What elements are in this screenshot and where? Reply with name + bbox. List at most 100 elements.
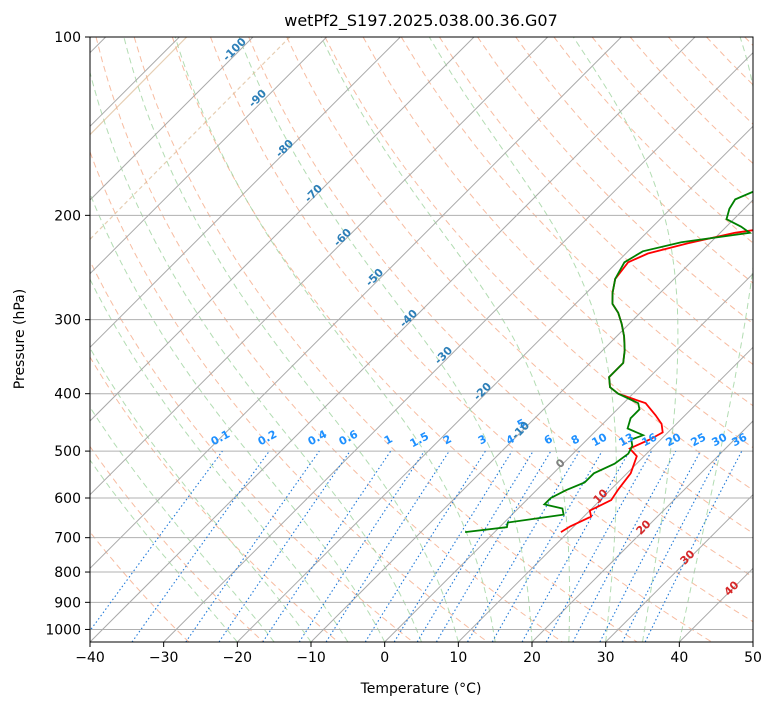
y-tick-label: 100 <box>54 30 81 46</box>
x-tick-label: 30 <box>597 650 615 666</box>
mixing-ratio-line <box>644 450 743 642</box>
moist-adiabat <box>238 37 533 642</box>
x-tick-label: −20 <box>223 650 253 666</box>
isotherm-line <box>90 37 622 570</box>
mixing-ratio-line <box>185 450 320 642</box>
dry-adiabat <box>90 356 339 642</box>
isotherm-label: -40 <box>397 307 420 330</box>
mixing-ratio-label: 30 <box>710 430 730 449</box>
mixing-ratio-label: 20 <box>664 430 684 449</box>
x-tick-label: 0 <box>380 650 389 666</box>
mixing-ratio-line <box>218 450 351 642</box>
y-tick-label: 300 <box>54 313 81 329</box>
x-tick-label: −40 <box>75 650 105 666</box>
isotherm-label: 10 <box>591 486 611 506</box>
dry-adiabat <box>90 445 264 642</box>
isotherm-line <box>457 346 753 642</box>
isotherm-label: 0 <box>553 456 568 471</box>
x-tick-label: 40 <box>670 650 688 666</box>
isotherm-label: -20 <box>471 380 494 403</box>
mixing-ratio-line <box>262 450 392 642</box>
mixing-ratio-line <box>131 450 270 642</box>
moist-adiabat <box>428 37 617 642</box>
isotherm-label: 20 <box>634 517 654 537</box>
x-tick-label: −10 <box>296 650 326 666</box>
mixing-ratio-line <box>325 450 450 642</box>
mixing-ratio-line <box>298 450 425 642</box>
mixing-ratio-label: 25 <box>689 431 709 450</box>
pressure-grid <box>90 37 753 630</box>
isotherm-label: 40 <box>722 578 742 598</box>
moist-adiabat <box>678 37 753 642</box>
moist-adiabat <box>174 37 496 642</box>
y-tick-label: 700 <box>54 531 81 547</box>
dry-adiabat <box>744 37 753 47</box>
dry-adiabat <box>324 37 753 491</box>
isotherm-line <box>90 37 475 422</box>
moist-adiabat <box>90 192 386 642</box>
mixing-ratio-line <box>364 450 486 642</box>
moist-adiabat <box>320 37 571 642</box>
isotherm-line <box>163 51 753 642</box>
isotherm-line <box>384 272 753 642</box>
moist-adiabat <box>572 37 679 642</box>
isotherm-label: -90 <box>246 87 269 110</box>
dewpoint-line <box>464 190 753 533</box>
isotherm-line <box>310 199 753 642</box>
x-axis-label: Temperature (°C) <box>360 681 482 697</box>
isotherm-line <box>90 37 328 275</box>
isotherm-label: -100 <box>220 35 249 64</box>
isotherm-line <box>90 37 549 496</box>
isotherm-label: -70 <box>302 182 325 205</box>
moist-adiabat <box>123 37 459 642</box>
moist-adiabat <box>90 347 312 642</box>
mixing-ratio-line <box>521 450 630 642</box>
x-tick-label: 10 <box>449 650 467 666</box>
sounding-series <box>464 190 753 533</box>
dry-adiabat <box>171 37 712 642</box>
chart-title: wetPf2_S197.2025.038.00.36.G07 <box>284 11 558 31</box>
mixing-ratio-line <box>599 450 701 642</box>
y-tick-label: 900 <box>54 595 81 611</box>
x-tick-label: 20 <box>523 650 541 666</box>
isotherm-line <box>531 420 753 642</box>
dry-adiabat <box>438 37 753 366</box>
mixing-ratio-line <box>90 450 223 632</box>
y-tick-label: 400 <box>54 387 81 403</box>
dry-adiabat <box>133 37 638 642</box>
isotherm-line <box>90 37 696 642</box>
dry-adiabat <box>90 259 414 642</box>
mixing-ratio-line <box>572 450 677 642</box>
mixing-ratio-label: 0.4 <box>306 427 330 448</box>
y-tick-label: 800 <box>54 565 81 581</box>
moist-adiabat <box>90 406 275 642</box>
background-guide-lines <box>90 37 753 642</box>
skewed-isotherms <box>90 37 753 642</box>
mixing-ratio-label: 16 <box>640 430 660 449</box>
mixing-ratio-label: 8 <box>569 432 582 447</box>
mixing-ratio-label: 0.6 <box>337 427 361 448</box>
mixing-ratio-label: 13 <box>617 431 637 450</box>
plot-frame <box>89 36 754 643</box>
mixing-ratio-label: 2 <box>441 432 454 447</box>
isotherm-line <box>236 125 753 642</box>
dry-adiabat <box>248 37 753 578</box>
mixing-ratio-label: 10 <box>590 430 610 449</box>
isotherm-label: -60 <box>331 226 354 249</box>
moist-adiabat <box>90 278 349 642</box>
mixing-ratio-line <box>545 450 653 642</box>
mixing-ratio-line <box>416 450 534 642</box>
x-tick-label: 50 <box>744 650 762 666</box>
x-tick-label: −30 <box>149 650 179 666</box>
curved-guide <box>90 37 188 136</box>
isotherm-label: -80 <box>273 137 296 160</box>
mixing-ratio-label: 3 <box>476 432 489 447</box>
isotherm-label: -30 <box>432 344 455 367</box>
mixing-ratio-label: 0.1 <box>209 428 232 449</box>
isotherm-line <box>678 567 753 642</box>
isotherm-line <box>90 37 401 349</box>
isotherm-label: 30 <box>678 547 698 567</box>
isotherm-line <box>90 37 254 201</box>
isotherm-line <box>752 641 753 642</box>
y-tick-label: 600 <box>54 491 81 507</box>
